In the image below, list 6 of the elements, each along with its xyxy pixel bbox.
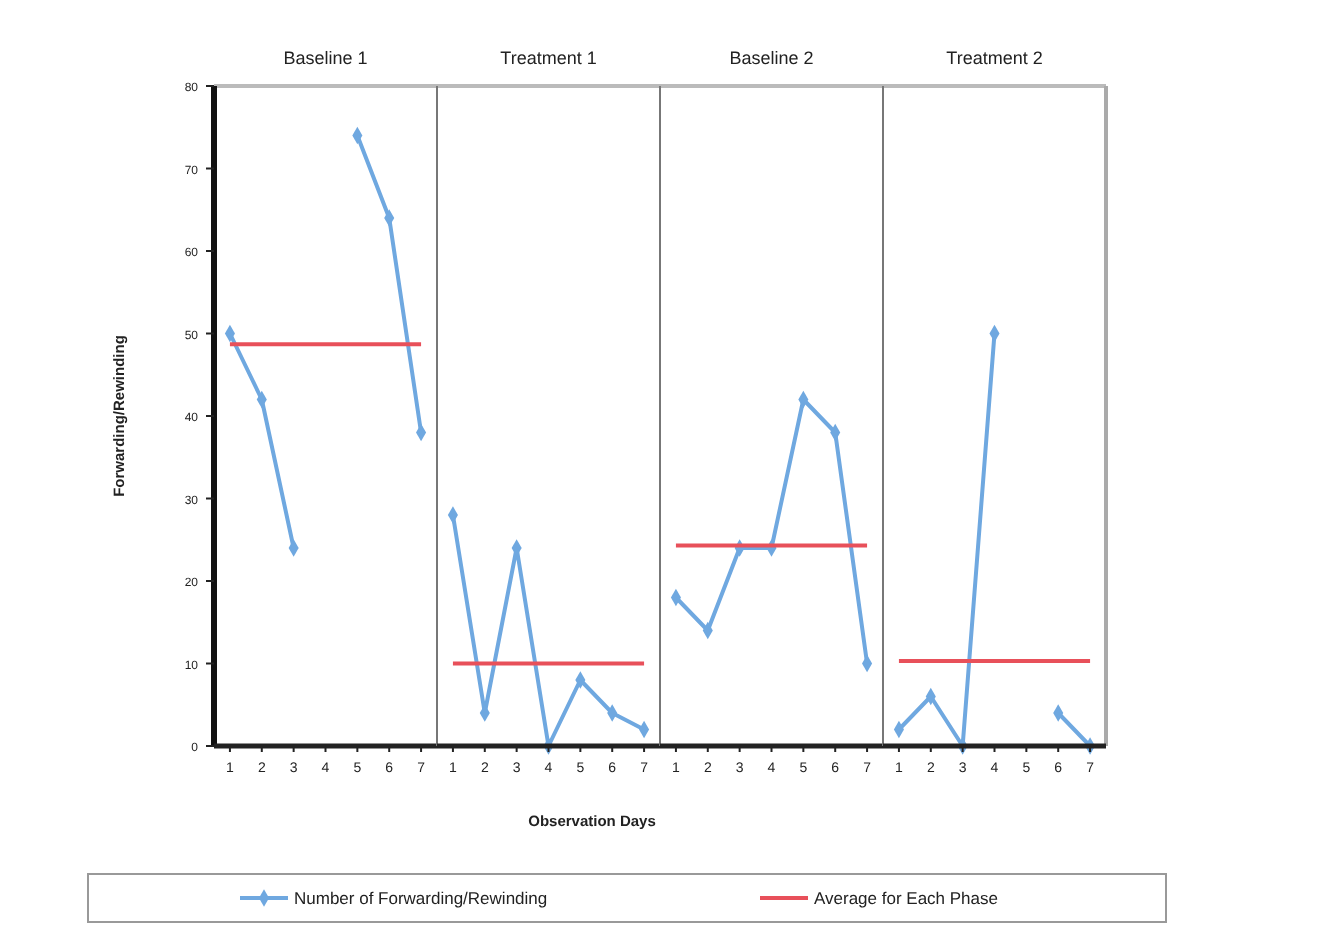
chart-title: Treatment 1 bbox=[500, 48, 597, 68]
chart-title: Treatment 2 bbox=[946, 48, 1043, 68]
legend-label: Average for Each Phase bbox=[814, 888, 999, 908]
chart-title: Baseline 2 bbox=[729, 48, 814, 68]
chart-title: Baseline 1 bbox=[283, 48, 368, 68]
legend-label: Number of Forwarding/Rewinding bbox=[294, 888, 548, 908]
